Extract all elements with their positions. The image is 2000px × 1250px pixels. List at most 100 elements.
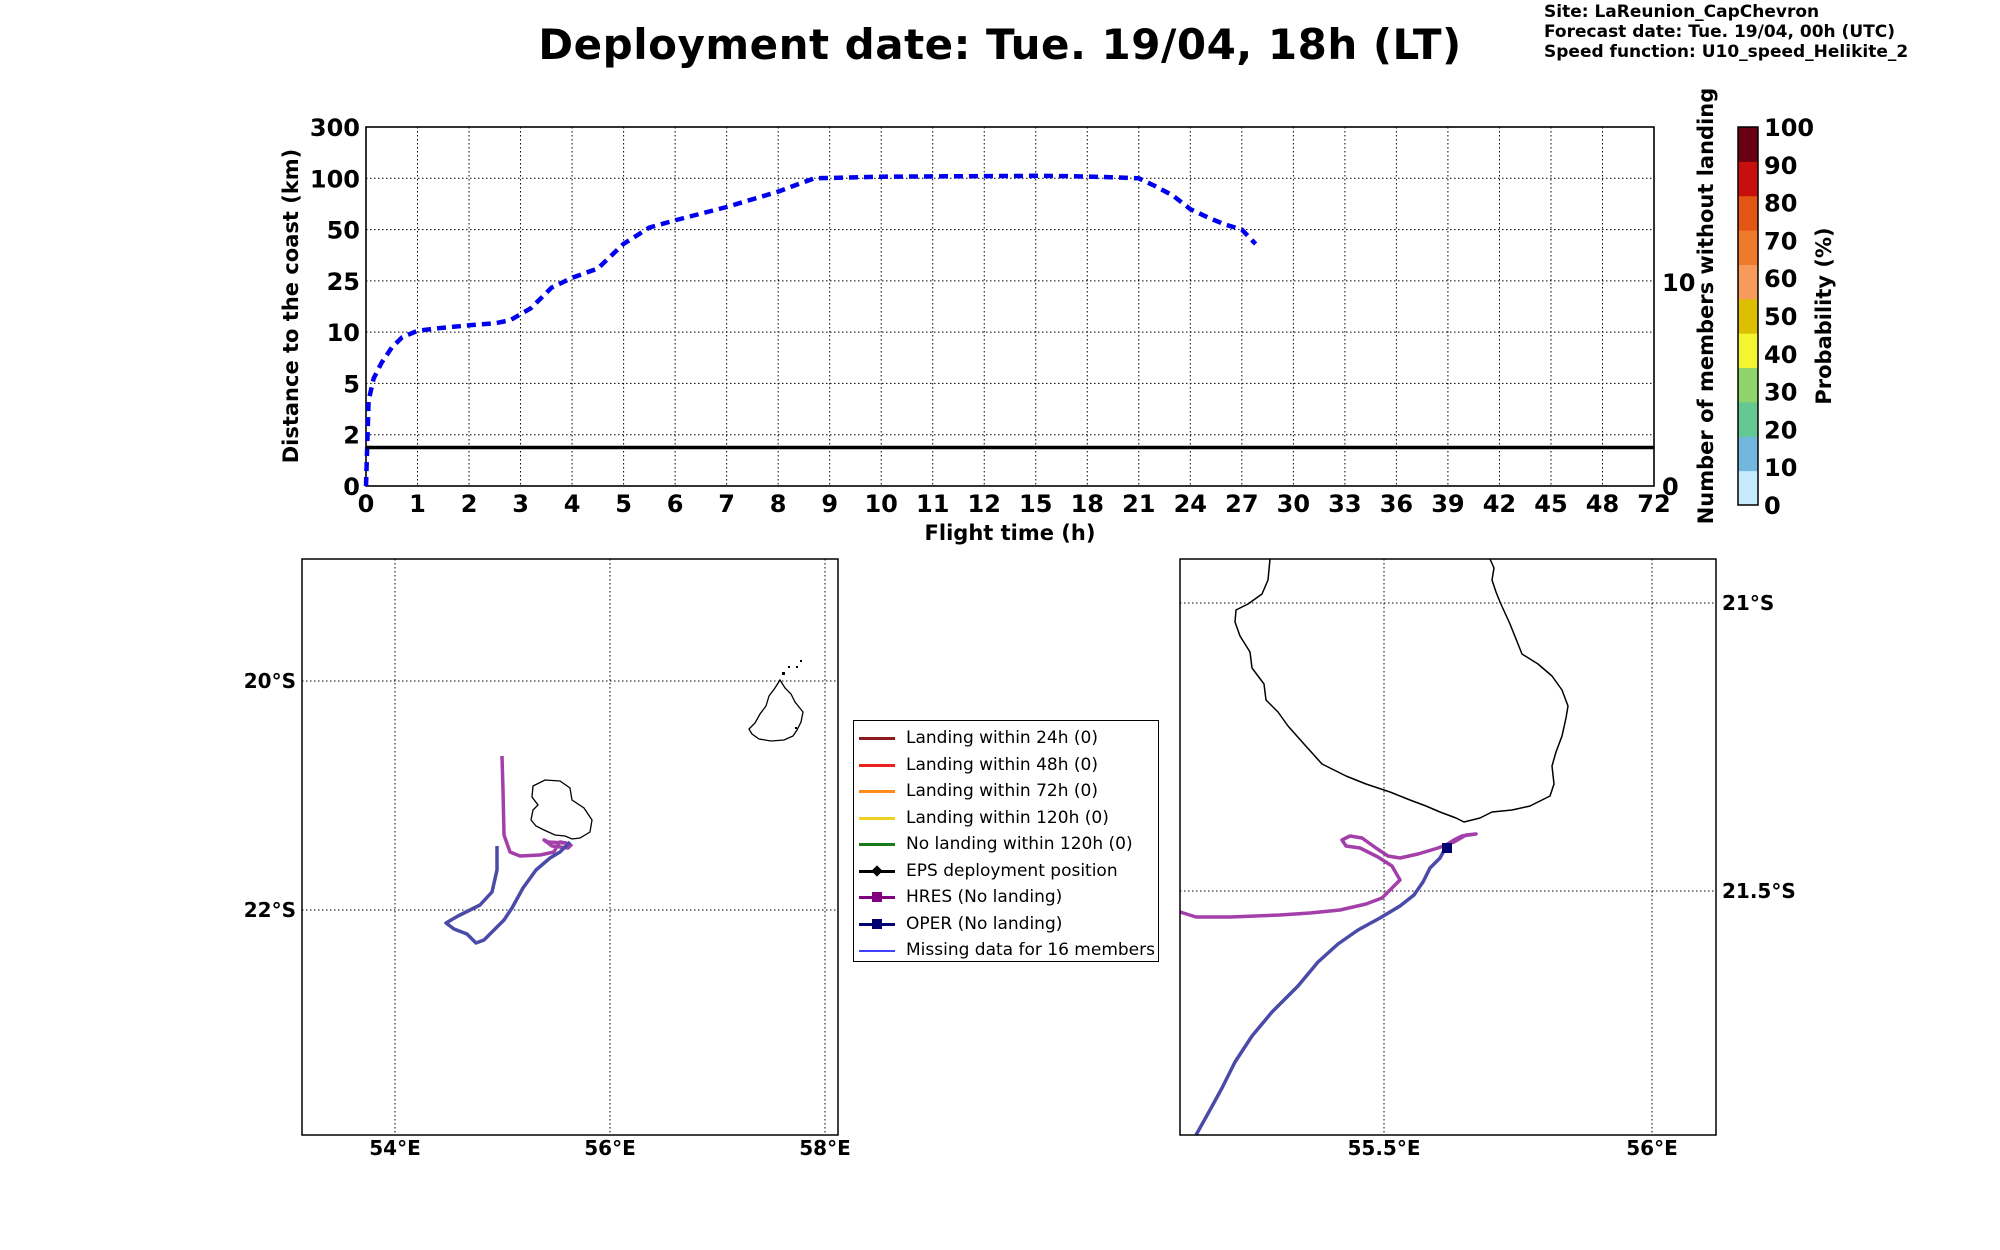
x-tick-label: 48 [1586,490,1619,518]
probability-colorbar: 0 10 20 30 40 50 60 70 80 90 100 Probability (%) [1737,114,1836,520]
colorbar-tick-labels: 0 10 20 30 40 50 60 70 80 90 100 [1764,114,1814,520]
oper-deployment-marker [1442,843,1452,853]
legend-line [859,763,895,767]
colorbar-tick-label: 80 [1764,190,1797,218]
map-y-tick: 20°S [244,669,296,693]
site-info: Site: LaReunion_CapChevron [1544,2,1820,22]
y2-tick-labels: 0 10 [1662,269,1695,501]
reunion-coastline [1234,558,1569,823]
x-tick-label: 24 [1174,490,1207,518]
legend-entry: OPER (No landing) [854,911,1158,938]
x-tick-label: 18 [1071,490,1104,518]
chart-title: Deployment date: Tue. 19/04, 18h (LT) [538,20,1462,69]
y2-axis-label: Number of members without landing [1694,88,1718,525]
y2-tick-label: 0 [1662,473,1679,501]
island [796,666,798,668]
mauritius-coastline [748,678,804,742]
y-tick-label: 25 [327,268,360,296]
colorbar-tick-label: 40 [1764,341,1797,369]
chart-grid [366,127,1654,486]
legend-line [859,816,895,820]
x-tick-label: 2 [461,490,478,518]
y-tick-label: 50 [327,217,360,245]
x-axis-label: Flight time (h) [925,521,1096,545]
x-tick-label: 9 [821,490,838,518]
distance-chart: 0 1 2 3 4 5 6 7 8 9 10 11 12 15 18 21 24 27 30 33 36 39 42 45 48… [279,88,1718,545]
map-x-tick: 58°E [799,1136,851,1160]
x-tick-label: 33 [1328,490,1361,518]
map-frame [301,558,839,1136]
legend-label: Landing within 72h (0) [906,781,1099,802]
colorbar-cell [1738,195,1758,231]
oper-trajectory [1194,846,1448,1136]
legend-symbol [859,890,895,904]
x-tick-label: 27 [1225,490,1258,518]
legend-entry: No landing within 120h (0) [854,831,1158,858]
plot-frame [365,126,1655,487]
x-tick-label: 39 [1431,490,1464,518]
colorbar-cell [1738,401,1758,437]
legend-symbol [859,917,895,931]
legend-entry: EPS deployment position [854,858,1158,885]
x-tick-label: 10 [864,490,897,518]
colorbar-label: Probability (%) [1812,227,1836,404]
x-tick-label: 0 [358,490,375,518]
colorbar-tick-label: 90 [1764,152,1797,180]
y-tick-label: 2 [343,422,360,450]
colorbar-cell [1738,470,1758,506]
y2-tick-label: 10 [1662,269,1695,297]
legend-entry: Landing within 48h (0) [854,752,1158,779]
legend-label: Landing within 120h (0) [906,807,1109,828]
x-tick-label: 45 [1534,490,1567,518]
trajectory-legend: Landing within 24h (0) Landing within 48h… [853,720,1159,962]
x-tick-label: 30 [1277,490,1310,518]
legend-symbol [859,731,895,745]
oper-trajectory [444,840,572,945]
hres-trajectory [1179,832,1478,919]
legend-entry: Missing data for 16 members [854,937,1158,964]
colorbar-tick-label: 20 [1764,416,1797,444]
x-tick-label: 5 [615,490,632,518]
legend-line [859,843,895,847]
legend-symbol [859,864,895,878]
legend-line [859,949,895,952]
legend-line [859,737,895,741]
legend-entry: Landing within 72h (0) [854,778,1158,805]
map-y-tick: 21.5°S [1722,879,1796,903]
legend-symbol [859,784,895,798]
legend-line [859,790,895,794]
legend-label: No landing within 120h (0) [906,834,1133,855]
legend-label: Missing data for 16 members [906,940,1155,961]
x-tick-label: 12 [968,490,1001,518]
legend-entry: HRES (No landing) [854,884,1158,911]
x-tick-labels: 0 1 2 3 4 5 6 7 8 9 10 11 12 15 18 21 24 27 30 33 36 39 42 45 48… [358,490,1671,518]
x-tick-label: 42 [1483,490,1516,518]
island [800,660,802,662]
legend-entry: Landing within 24h (0) [854,725,1158,752]
colorbar-cell [1738,230,1758,265]
colorbar-frame [1737,126,1759,506]
colorbar-cell [1738,367,1758,403]
legend-label: Landing within 24h (0) [906,728,1099,749]
x-tick-label: 3 [512,490,529,518]
colorbar-cell [1738,127,1758,162]
legend-entry: Landing within 120h (0) [854,805,1158,832]
colorbar-tick-label: 0 [1764,492,1781,520]
forecast-info: Forecast date: Tue. 19/04, 00h (UTC) [1544,22,1895,42]
colorbar-cell [1738,264,1758,300]
colorbar-cells [1738,127,1758,506]
map-x-tick: 54°E [369,1136,421,1160]
map-grid [302,559,838,1135]
legend-label: Landing within 48h (0) [906,754,1099,775]
legend-label: HRES (No landing) [906,887,1063,908]
map-x-tick: 56°E [584,1136,636,1160]
series-layer [363,173,1654,487]
map-x-tick: 56°E [1626,1136,1678,1160]
x-tick-label: 36 [1380,490,1413,518]
reunion-coastline [530,779,593,840]
distance-series-line [363,173,1258,487]
map-grid [1180,559,1716,1135]
y-tick-label: 100 [310,165,360,193]
